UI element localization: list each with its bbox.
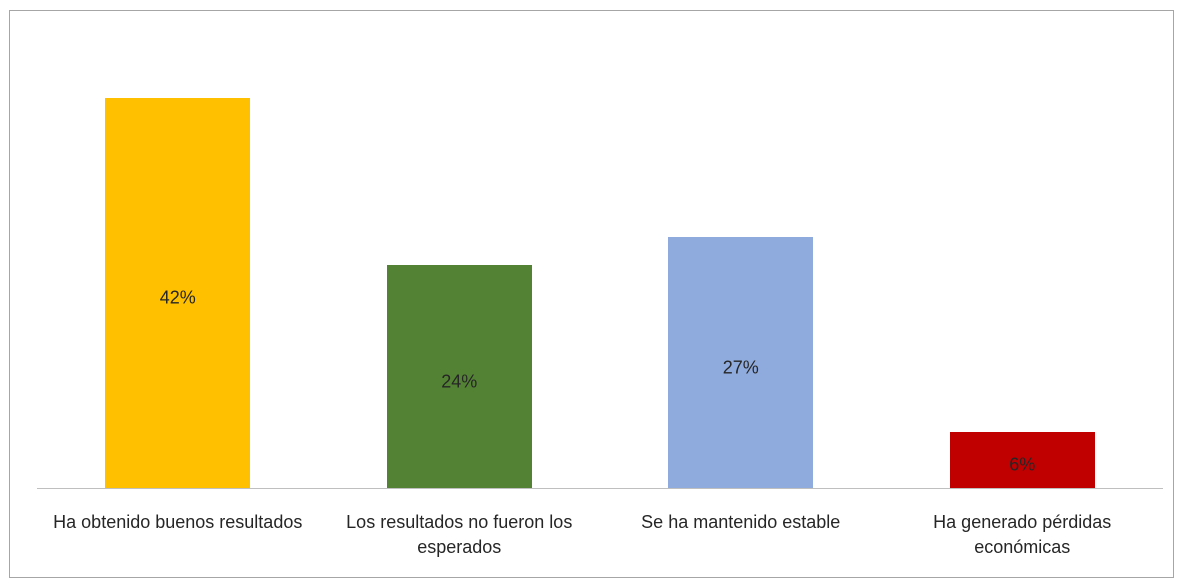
value-label: 24% [441, 371, 478, 392]
chart-frame [9, 10, 1174, 578]
bar [386, 265, 532, 488]
bar [105, 97, 251, 488]
x-tick-label: Ha obtenido buenos resultados [53, 512, 303, 532]
value-label: 27% [722, 357, 759, 378]
bar [949, 432, 1095, 488]
value-label: 6% [1009, 454, 1036, 475]
x-tick-label: Los resultados no fueron los esperados [346, 512, 573, 557]
x-tick-label: Ha generado pérdidas económicas [933, 512, 1112, 557]
value-label: 42% [159, 287, 196, 308]
bar [668, 237, 814, 488]
x-tick-label: Se ha mantenido estable [641, 512, 841, 532]
x-axis [37, 488, 1163, 489]
